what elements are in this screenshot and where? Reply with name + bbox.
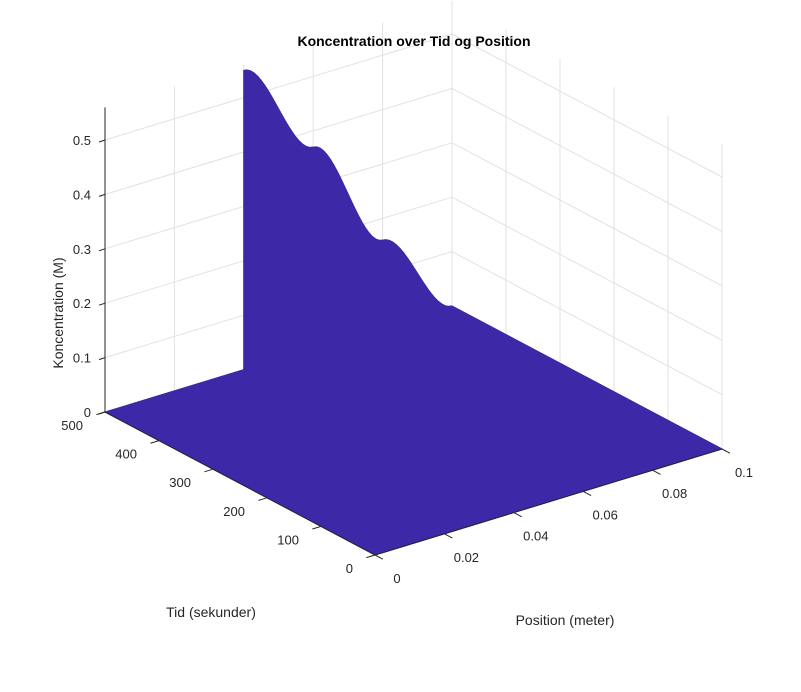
x-tick-label: 0.06 [593,507,618,522]
grid-line-z-back [104,33,453,141]
y-tick-label: 0 [346,561,353,576]
x-axis-line [374,448,723,556]
y-tick-mark [366,554,376,559]
z-tick-mark [98,193,106,197]
grid-line-z-side [451,251,723,396]
z-tick-mark [98,248,106,252]
y-tick-label: 400 [115,447,137,462]
z-tick-label: 0.5 [73,133,91,148]
x-tick-mark [652,469,661,475]
x-tick-mark [721,448,731,454]
axis-layer [104,107,723,556]
z-tick-label: 0 [84,405,91,420]
x-tick-label: 0.04 [523,529,548,544]
surface-layer [103,69,724,556]
x-tick-mark [582,490,592,497]
z-tick-mark [98,302,106,306]
y-tick-mark [150,440,160,444]
surface-slope-face [243,69,723,450]
y-tick-label: 500 [61,418,83,433]
x-tick-mark [374,554,384,560]
z-tick-label: 0.4 [73,187,91,202]
grid-line-z-side [451,33,723,178]
x-tick-label: 0.02 [454,550,479,565]
y-tick-label: 100 [277,532,299,547]
z-tick-label: 0.2 [73,296,91,311]
z-axis-label: Koncentration (M) [50,257,66,368]
grid-line-z-side [451,87,723,232]
x-tick-label: 0.1 [735,465,753,480]
x-tick-label: 0.08 [662,486,687,501]
y-axis-line [104,411,376,556]
x-axis-label: Position (meter) [516,612,615,628]
x-tick-mark [444,533,453,539]
z-tick-mark [98,411,106,415]
chart-title: Koncentration over Tid og Position [297,33,530,49]
y-tick-label: 300 [169,475,191,490]
y-tick-mark [204,468,214,473]
grid-line-z-side [451,142,723,287]
y-tick-mark [312,525,322,530]
z-tick-label: 0.1 [73,351,91,366]
grid-line-z-side [451,196,723,341]
tick-layer: 00.020.040.060.080.1010020030040050000.1… [61,133,753,586]
y-axis-label: Tid (sekunder) [166,604,256,620]
z-tick-mark [98,357,106,361]
z-tick-label: 0.3 [73,242,91,257]
x-tick-mark [513,512,522,518]
x-tick-label: 0 [393,571,400,586]
y-tick-label: 200 [223,504,245,519]
z-tick-mark [98,139,106,143]
y-tick-mark [258,497,268,501]
